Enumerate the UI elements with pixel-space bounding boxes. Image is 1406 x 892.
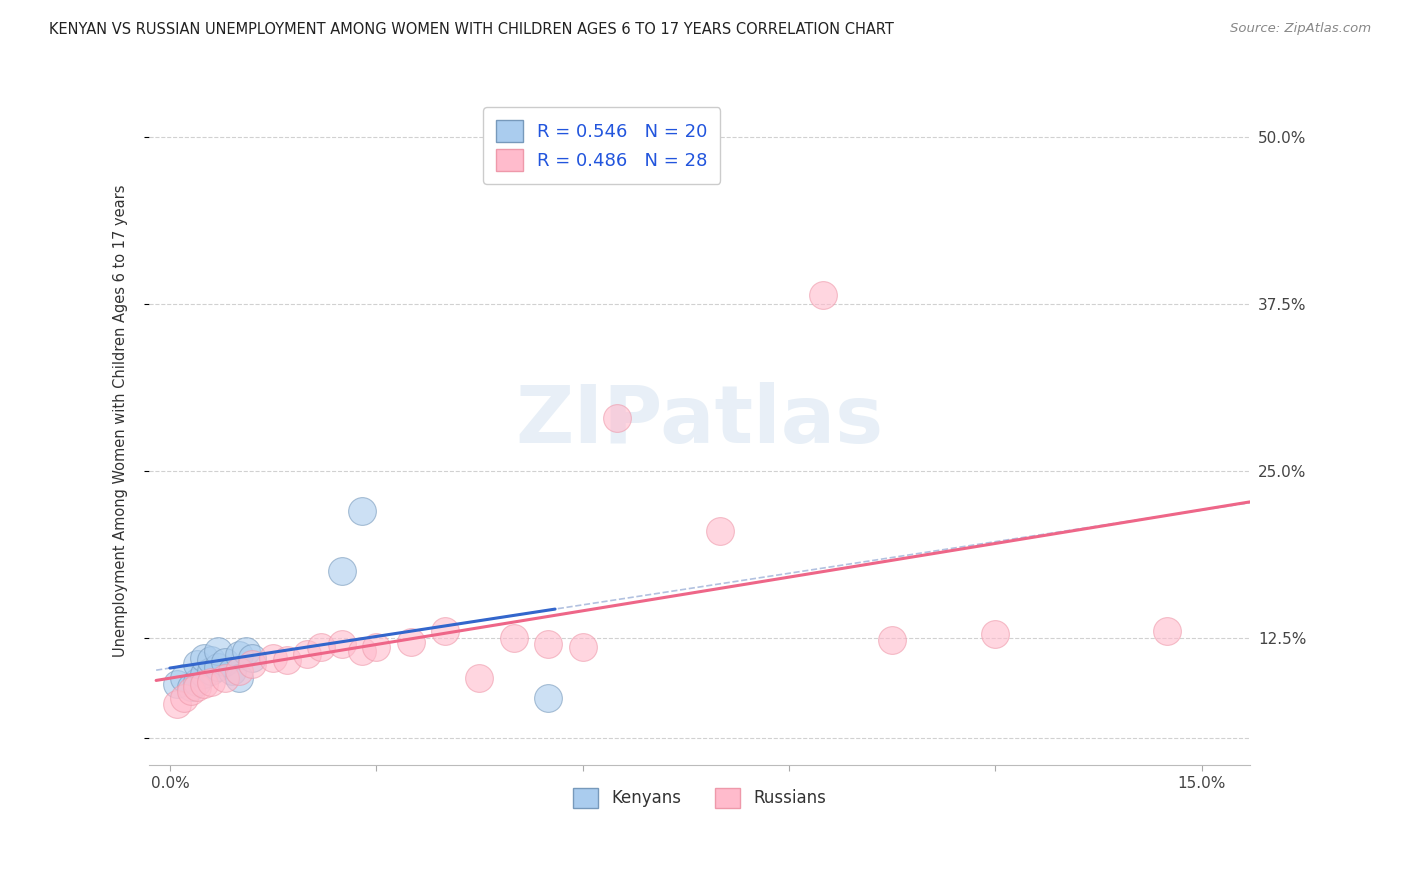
- Point: [242, 657, 264, 672]
- Point: [297, 647, 319, 661]
- Point: [352, 504, 374, 518]
- Point: [709, 524, 731, 538]
- Point: [214, 655, 236, 669]
- Point: [173, 671, 195, 685]
- Point: [330, 564, 353, 578]
- Point: [330, 637, 353, 651]
- Point: [186, 674, 208, 689]
- Point: [180, 680, 202, 694]
- Point: [242, 650, 264, 665]
- Point: [173, 690, 195, 705]
- Point: [537, 690, 560, 705]
- Point: [228, 648, 250, 662]
- Point: [309, 640, 332, 654]
- Y-axis label: Unemployment Among Women with Children Ages 6 to 17 years: Unemployment Among Women with Children A…: [114, 185, 128, 657]
- Point: [200, 653, 222, 667]
- Point: [186, 657, 208, 672]
- Point: [366, 640, 388, 654]
- Point: [571, 640, 593, 654]
- Point: [221, 664, 243, 678]
- Point: [399, 634, 422, 648]
- Legend: Kenyans, Russians: Kenyans, Russians: [567, 780, 832, 814]
- Point: [214, 671, 236, 685]
- Point: [606, 410, 628, 425]
- Point: [186, 680, 208, 694]
- Point: [200, 664, 222, 678]
- Point: [882, 633, 904, 648]
- Point: [352, 644, 374, 658]
- Point: [207, 660, 229, 674]
- Point: [262, 650, 284, 665]
- Point: [180, 684, 202, 698]
- Point: [207, 644, 229, 658]
- Point: [537, 637, 560, 651]
- Point: [228, 671, 250, 685]
- Point: [434, 624, 457, 639]
- Point: [276, 653, 298, 667]
- Point: [166, 677, 188, 691]
- Text: ZIPatlas: ZIPatlas: [516, 382, 883, 460]
- Point: [1156, 624, 1178, 639]
- Point: [228, 664, 250, 678]
- Point: [235, 644, 257, 658]
- Point: [193, 650, 215, 665]
- Point: [166, 698, 188, 712]
- Point: [984, 627, 1007, 641]
- Point: [193, 666, 215, 681]
- Point: [200, 674, 222, 689]
- Point: [468, 671, 491, 685]
- Point: [502, 631, 524, 645]
- Point: [813, 288, 835, 302]
- Text: Source: ZipAtlas.com: Source: ZipAtlas.com: [1230, 22, 1371, 36]
- Text: KENYAN VS RUSSIAN UNEMPLOYMENT AMONG WOMEN WITH CHILDREN AGES 6 TO 17 YEARS CORR: KENYAN VS RUSSIAN UNEMPLOYMENT AMONG WOM…: [49, 22, 894, 37]
- Point: [193, 677, 215, 691]
